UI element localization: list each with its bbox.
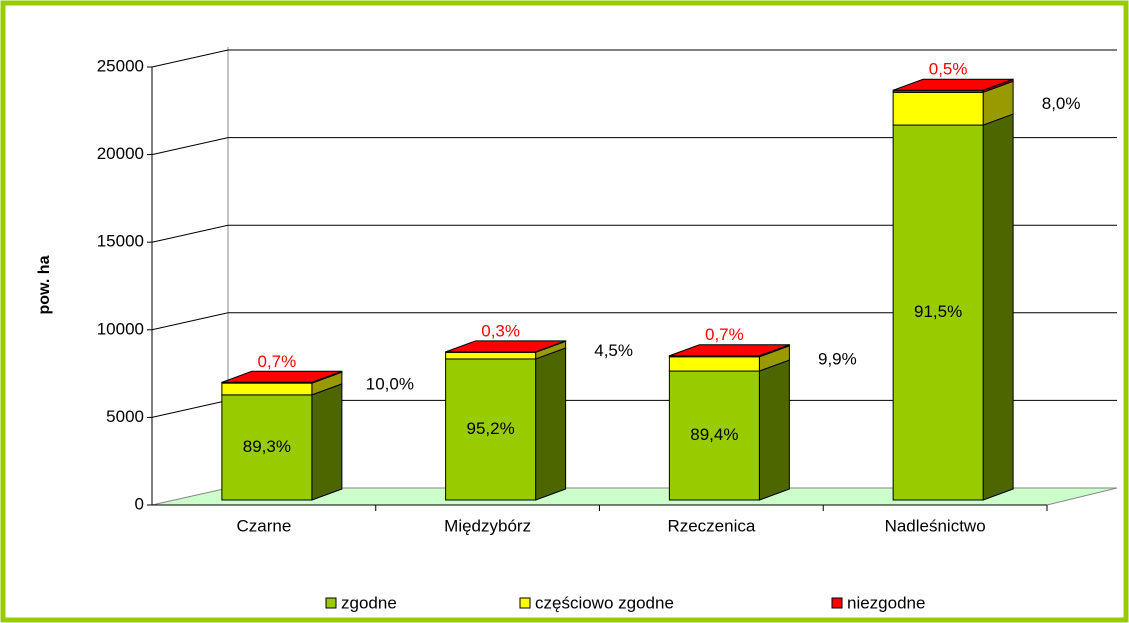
grid-line xyxy=(151,399,229,418)
y-tick-label: 20000 xyxy=(97,144,144,163)
grid-line xyxy=(151,49,229,68)
bar-segment xyxy=(445,358,537,501)
data-label: 0,5% xyxy=(929,60,968,79)
grid-line xyxy=(151,137,229,156)
bar-segment xyxy=(668,370,760,501)
legend-swatch xyxy=(831,597,843,609)
data-label: 9,9% xyxy=(818,349,857,368)
data-label: 0,7% xyxy=(258,352,297,371)
grid-line xyxy=(151,224,229,243)
bar-segment xyxy=(221,382,313,396)
bar-top xyxy=(892,78,1014,91)
grid-line xyxy=(151,312,229,331)
bar-top xyxy=(669,344,790,357)
y-tick-label: 0 xyxy=(135,494,144,513)
legend-label: zgodne xyxy=(341,593,397,612)
legend-swatch xyxy=(519,597,531,609)
bar-top xyxy=(445,340,566,353)
data-label: 95,2% xyxy=(467,419,515,438)
x-tick-label: Międzybórz xyxy=(444,516,531,535)
data-label: 0,3% xyxy=(481,321,520,340)
bar-segment xyxy=(445,351,537,360)
legend-label: częściowo zgodne xyxy=(535,593,674,612)
data-label: 10,0% xyxy=(366,374,414,393)
y-axis-label: pow. ha xyxy=(36,255,53,314)
bar-segment xyxy=(892,91,984,126)
x-tick-label: Rzeczenica xyxy=(667,516,755,535)
x-tick-label: Czarne xyxy=(236,516,291,535)
data-label: 89,3% xyxy=(243,437,291,456)
y-tick-label: 15000 xyxy=(97,232,144,251)
legend-label: niezgodne xyxy=(847,593,925,612)
legend-swatch xyxy=(325,597,337,609)
data-label: 91,5% xyxy=(914,302,962,321)
x-tick-label: Nadleśnictwo xyxy=(885,516,986,535)
bar-side xyxy=(311,383,343,501)
bar-side xyxy=(535,347,567,501)
bar-segment xyxy=(221,394,313,501)
y-tick-label: 10000 xyxy=(97,319,144,338)
bar-side xyxy=(758,359,790,501)
bar-segment xyxy=(668,356,760,372)
y-tick-label: 25000 xyxy=(97,56,144,75)
data-label: 0,7% xyxy=(705,325,744,344)
data-label: 8,0% xyxy=(1042,94,1081,113)
bar-side xyxy=(982,113,1014,501)
y-tick-label: 5000 xyxy=(106,407,144,426)
bar-top xyxy=(221,370,343,383)
data-label: 4,5% xyxy=(594,341,633,360)
bar-segment xyxy=(892,124,984,501)
data-label: 89,4% xyxy=(690,425,738,444)
